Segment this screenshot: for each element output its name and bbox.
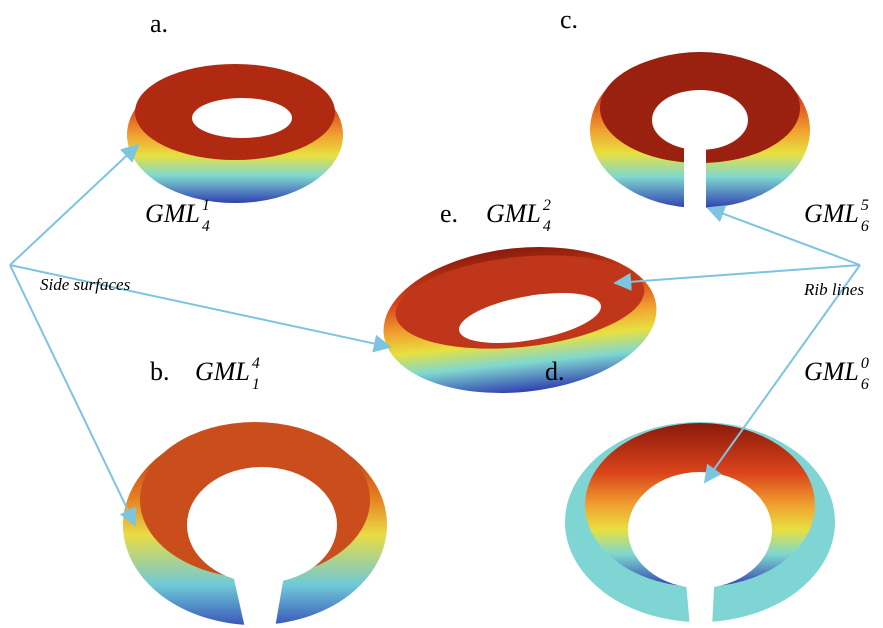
- panel-subscript: 6: [861, 218, 869, 235]
- panel-name: GML: [195, 357, 250, 386]
- panel-subscript: 1: [252, 376, 260, 393]
- panel-letter: d.: [545, 357, 565, 386]
- panel-name: GML: [804, 199, 859, 228]
- torus-e: [376, 234, 664, 406]
- side-surfaces-label: Side surfaces: [40, 275, 131, 294]
- panel-letter: e.: [440, 199, 458, 228]
- panel-letter: c.: [560, 5, 578, 34]
- torus-b: [123, 422, 387, 628]
- panel-subscript: 6: [861, 376, 869, 393]
- panel-name: GML: [804, 357, 859, 386]
- panel-subscript: 4: [202, 218, 210, 235]
- panel-superscript: 4: [252, 355, 260, 372]
- panel-name: GML: [486, 199, 541, 228]
- panel-superscript: 2: [543, 197, 551, 214]
- torus-a: [127, 64, 343, 203]
- panel-letter: b.: [150, 357, 170, 386]
- panel-superscript: 0: [861, 355, 869, 372]
- torus-c: [590, 52, 810, 210]
- rib-lines-label: Rib lines: [803, 280, 864, 299]
- panel-subscript: 4: [543, 218, 551, 235]
- panel-name: GML: [145, 199, 200, 228]
- panel-superscript: 1: [202, 197, 210, 214]
- panel-superscript: 5: [861, 197, 869, 214]
- figure: Side surfaces Rib lines a.GML14b.GML41c.…: [0, 0, 883, 628]
- panel-letter: a.: [150, 9, 168, 38]
- torus-d: [565, 422, 835, 628]
